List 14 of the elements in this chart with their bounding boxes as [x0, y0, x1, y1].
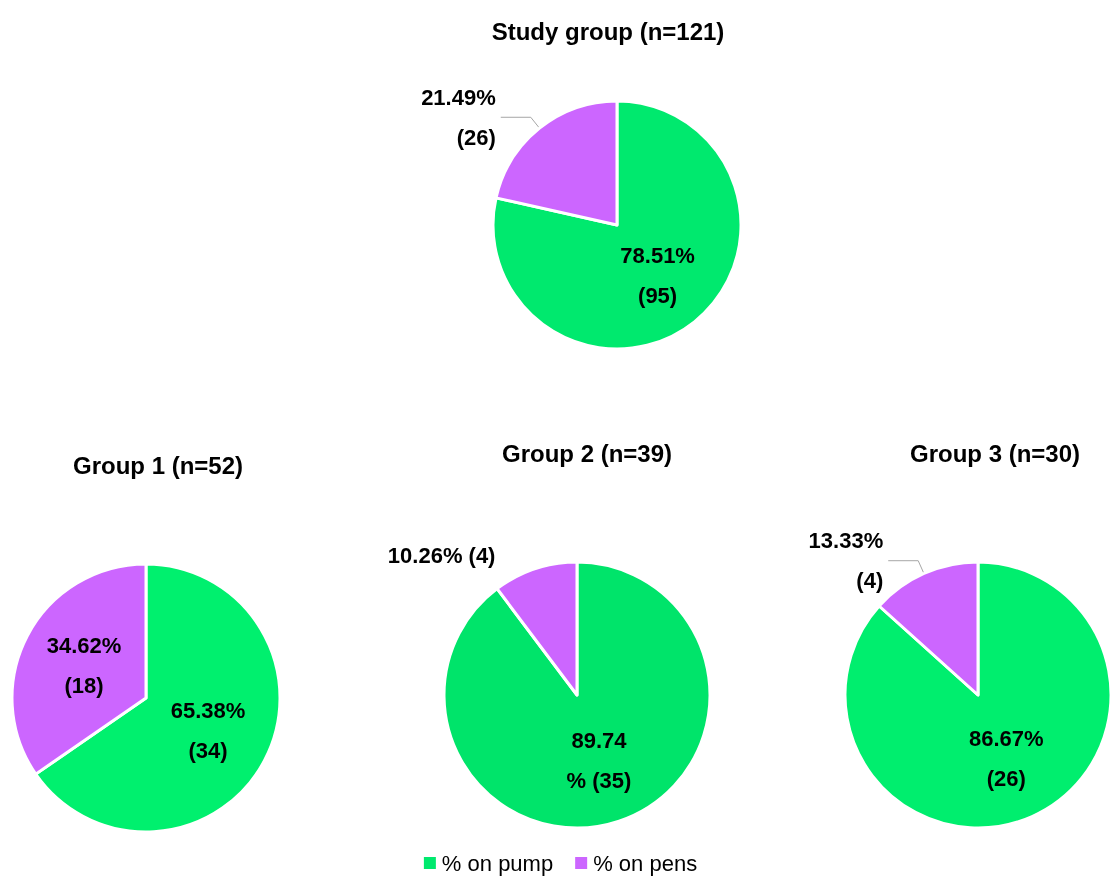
- data-label: 89.74 % (35): [566, 728, 632, 794]
- chart-title: Group 1 (n=52): [72, 451, 244, 479]
- data-label: 86.67% (26): [968, 725, 1044, 791]
- data-label: 65.38% (34): [170, 698, 246, 764]
- chart-title: Study group (n=121): [491, 17, 725, 45]
- legend-label: % on pens: [593, 850, 698, 876]
- chart-title: Group 2 (n=39): [501, 439, 673, 467]
- data-label: 10.26% (4): [387, 543, 496, 569]
- data-label: 21.49% (26): [421, 84, 496, 150]
- legend-label: % on pump: [441, 850, 554, 876]
- chart-title: Group 3 (n=30): [909, 439, 1081, 467]
- data-label: 13.33% (4): [808, 528, 884, 594]
- data-label: 78.51% (95): [620, 243, 695, 309]
- data-label: 34.62% (18): [46, 632, 122, 698]
